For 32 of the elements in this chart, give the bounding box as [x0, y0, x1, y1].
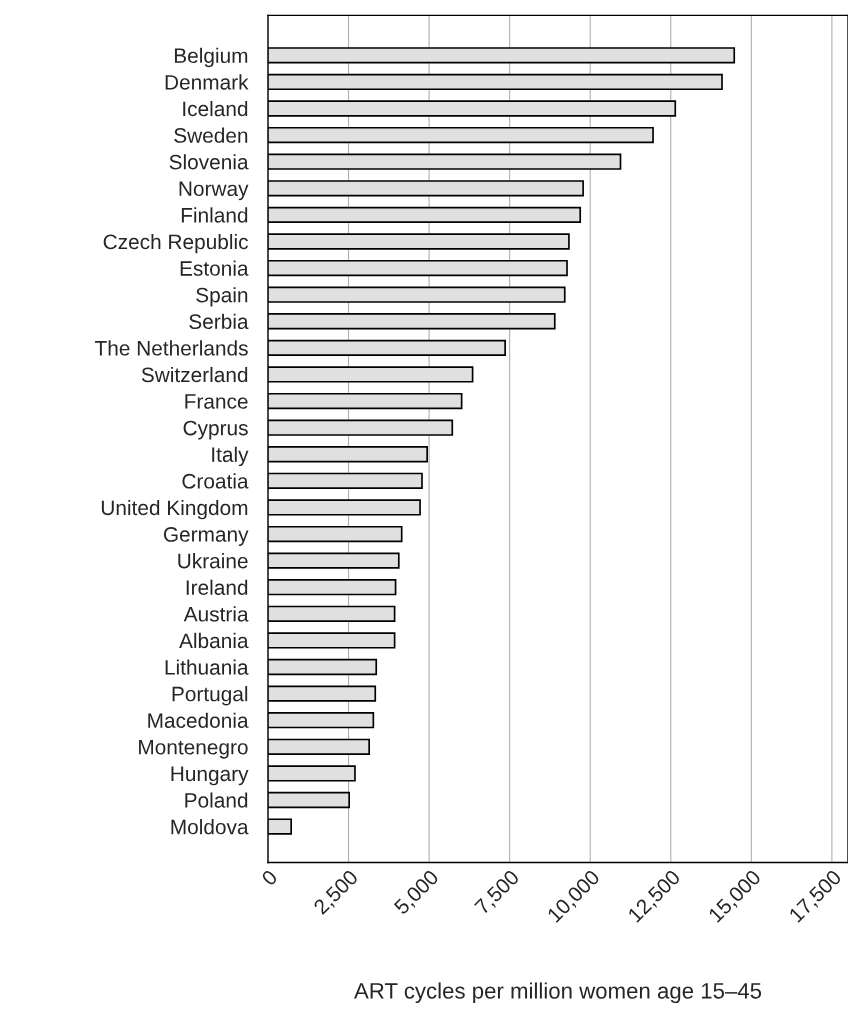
y-tick-label: Finland — [181, 207, 248, 223]
y-tick-label: The Netherlands — [94, 340, 248, 356]
y-tick-label: Sweden — [174, 127, 248, 143]
y-tick-label: Norway — [179, 181, 249, 201]
y-tick-label: United Kingdom — [101, 499, 248, 520]
y-tick-label: Montenegro — [139, 740, 248, 759]
y-tick-label: Lithuania — [165, 659, 249, 675]
y-tick-label: Denmark — [165, 74, 249, 90]
y-tick-label: Macedonia — [148, 712, 249, 728]
y-tick-label: Serbia — [189, 313, 249, 330]
y-tick-label: Croatia — [182, 473, 249, 489]
y-tick-label: Estonia — [180, 260, 249, 276]
y-tick-label: Czech Republic — [103, 233, 248, 254]
x-axis-title: ART cycles per million women age 15–45 — [354, 982, 762, 1004]
y-tick-label: France — [185, 394, 248, 409]
y-tick-label: Ukraine — [178, 553, 248, 569]
y-tick-label: Spain — [196, 287, 248, 307]
y-tick-label: Hungary — [171, 766, 249, 786]
y-tick-label: Germany — [163, 527, 249, 546]
x-tick-label: 0 — [260, 869, 279, 887]
y-tick-label: Cyprus — [183, 420, 248, 440]
y-tick-label: Ireland — [186, 579, 248, 595]
y-tick-label: Albania — [179, 632, 249, 649]
y-tick-label: Iceland — [183, 100, 248, 117]
y-tick-label: Moldova — [171, 819, 249, 835]
y-tick-label: Belgium — [174, 47, 248, 68]
y-tick-label: Italy — [212, 446, 249, 467]
y-tick-label: Portugal — [172, 686, 248, 706]
y-tick-label: Austria — [183, 606, 249, 622]
y-tick-label: Switzerland — [141, 366, 248, 383]
y-tick-label: Slovenia — [169, 154, 249, 170]
y-tick-label: Poland — [185, 792, 248, 808]
